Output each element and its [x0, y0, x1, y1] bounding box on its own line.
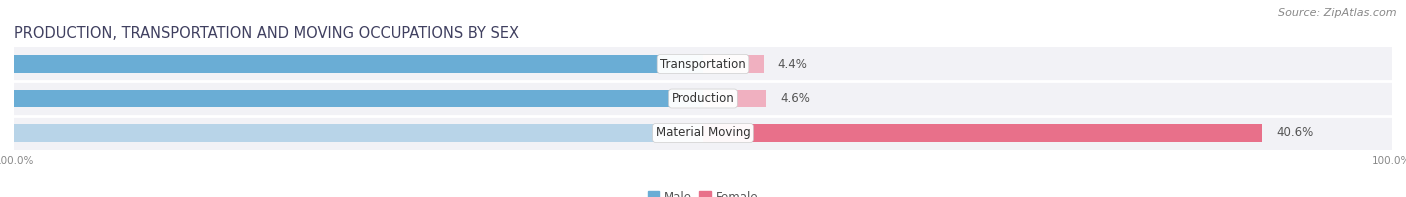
Bar	[0, 90, 703, 108]
Text: 4.4%: 4.4%	[778, 58, 807, 71]
Bar	[0, 55, 703, 73]
Text: Production: Production	[672, 92, 734, 105]
Text: Transportation: Transportation	[661, 58, 745, 71]
Text: 40.6%: 40.6%	[1277, 126, 1313, 139]
Bar	[0, 124, 703, 142]
Text: 4.6%: 4.6%	[780, 92, 810, 105]
Bar	[703, 90, 766, 108]
Text: Material Moving: Material Moving	[655, 126, 751, 139]
Text: Source: ZipAtlas.com: Source: ZipAtlas.com	[1278, 8, 1396, 18]
Legend: Male, Female: Male, Female	[643, 186, 763, 197]
Bar	[14, 47, 1392, 81]
Bar	[703, 55, 763, 73]
Bar	[14, 81, 1392, 116]
Text: PRODUCTION, TRANSPORTATION AND MOVING OCCUPATIONS BY SEX: PRODUCTION, TRANSPORTATION AND MOVING OC…	[14, 26, 519, 41]
Bar	[14, 116, 1392, 150]
Bar	[703, 124, 1263, 142]
